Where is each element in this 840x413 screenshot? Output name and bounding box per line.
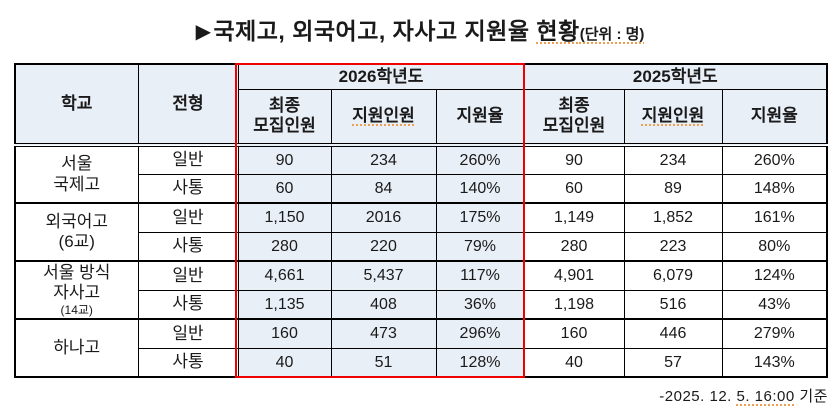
school-name: 서울 국제고 <box>53 154 101 194</box>
reference-date-prefix: -2025. 12. <box>659 388 737 405</box>
header-track: 전형 <box>137 63 239 147</box>
value-cell: 1,135 <box>237 289 332 320</box>
value-cell: 89 <box>623 173 723 204</box>
admissions-table: 학교 전형 2026학년도 2025학년도 최종 모집인원 지원인원 지원율 최… <box>14 63 829 378</box>
value-cell: 40 <box>237 347 332 378</box>
value-cell: 223 <box>623 231 723 262</box>
title-highlight: 현황 <box>536 18 580 44</box>
value-cell: 140% <box>435 173 525 204</box>
value-cell: 279% <box>721 318 828 349</box>
header-2025-applicants: 지원인원 <box>623 88 723 147</box>
value-cell: 4,901 <box>523 260 625 291</box>
value-cell: 6,079 <box>623 260 723 291</box>
value-cell: 234 <box>623 144 723 175</box>
track-cell: 일반 <box>137 202 239 233</box>
table-row: 서울 방식 자사고 (14교) 일반 4,661 5,437 117% 4,901… <box>14 260 828 320</box>
value-cell: 160 <box>237 318 332 349</box>
value-cell: 1,150 <box>237 202 332 233</box>
value-cell: 4,661 <box>237 260 332 291</box>
value-cell: 60 <box>237 173 332 204</box>
header-2025-final-quota: 최종 모집인원 <box>523 88 625 147</box>
table-row: 외국어고 (6교) 일반 1,150 2016 175% 1,149 1,852… <box>14 202 828 262</box>
value-cell: 160 <box>523 318 625 349</box>
school-cell: 서울 방식 자사고 (14교) <box>14 260 139 320</box>
value-cell: 446 <box>623 318 723 349</box>
table-row: 하나고 일반 160 473 296% 160 446 279% <box>14 318 828 378</box>
track-cell: 사통 <box>137 289 239 320</box>
school-name: 외국어고 (6교) <box>45 211 109 251</box>
value-cell: 1,198 <box>523 289 625 320</box>
value-cell: 51 <box>330 347 437 378</box>
table-row: 사통 1,135 408 36% 1,198 516 43% <box>15 289 828 320</box>
table-row: 사통 280 220 79% 280 223 80% <box>15 231 828 262</box>
value-cell: 90 <box>237 144 332 175</box>
value-cell: 148% <box>721 173 828 204</box>
value-cell: 473 <box>330 318 437 349</box>
track-cell: 일반 <box>137 318 239 349</box>
value-cell: 79% <box>435 231 525 262</box>
value-cell: 84 <box>330 173 437 204</box>
value-cell: 220 <box>330 231 437 262</box>
table-row: 사통 60 84 140% 60 89 148% <box>15 173 828 204</box>
school-cell: 서울 국제고 <box>14 144 139 204</box>
value-cell: 1,149 <box>523 202 625 233</box>
value-cell: 80% <box>721 231 828 262</box>
value-cell: 57 <box>623 347 723 378</box>
track-cell: 사통 <box>137 231 239 262</box>
track-cell: 일반 <box>137 260 239 291</box>
title-text: 국제고, 외국어고, 자사고 지원율 <box>213 18 537 44</box>
value-cell: 280 <box>523 231 625 262</box>
header-2025-rate: 지원율 <box>721 88 828 147</box>
header-school: 학교 <box>14 63 139 147</box>
page-title: ▶국제고, 외국어고, 자사고 지원율 현황(단위 : 명) <box>0 12 840 46</box>
header-2026-applicants: 지원인원 <box>330 88 437 147</box>
value-cell: 1,852 <box>623 202 723 233</box>
track-cell: 사통 <box>137 173 239 204</box>
table-row: 서울 국제고 일반 90 234 260% 90 234 260% <box>14 144 828 204</box>
value-cell: 90 <box>523 144 625 175</box>
bullet-triangle-icon: ▶ <box>195 21 212 43</box>
value-cell: 280 <box>237 231 332 262</box>
value-cell: 234 <box>330 144 437 175</box>
value-cell: 143% <box>721 347 828 378</box>
table-row: 사통 40 51 128% 40 57 143% <box>15 347 828 378</box>
school-cell: 외국어고 (6교) <box>14 202 139 262</box>
value-cell: 124% <box>721 260 828 291</box>
value-cell: 175% <box>435 202 525 233</box>
value-cell: 408 <box>330 289 437 320</box>
value-cell: 161% <box>721 202 828 233</box>
value-cell: 43% <box>721 289 828 320</box>
title-unit: (단위 : 명) <box>579 26 645 43</box>
header-2025-applicants-label: 지원인원 <box>641 106 705 126</box>
value-cell: 2016 <box>330 202 437 233</box>
header-2026-rate: 지원율 <box>435 88 525 147</box>
value-cell: 36% <box>435 289 525 320</box>
header-2026-applicants-label: 지원인원 <box>352 106 415 126</box>
admissions-table-wrap: 학교 전형 2026학년도 2025학년도 최종 모집인원 지원인원 지원율 최… <box>14 63 829 378</box>
value-cell: 5,437 <box>330 260 437 291</box>
value-cell: 128% <box>435 347 525 378</box>
header-year-2025: 2025학년도 <box>523 63 828 90</box>
school-name: 하나고 <box>53 337 101 357</box>
value-cell: 296% <box>435 318 525 349</box>
reference-date: -2025. 12. 5. 16:00 기준 <box>659 385 828 406</box>
track-cell: 일반 <box>137 144 239 175</box>
value-cell: 260% <box>721 144 828 175</box>
value-cell: 260% <box>435 144 525 175</box>
value-cell: 60 <box>523 173 625 204</box>
value-cell: 117% <box>435 260 525 291</box>
reference-date-time: 5. 16:00 <box>736 388 795 405</box>
school-note: (14교) <box>60 302 93 317</box>
track-cell: 사통 <box>137 347 239 378</box>
school-name: 서울 방식 자사고 <box>43 263 111 303</box>
value-cell: 40 <box>523 347 625 378</box>
header-year-2026: 2026학년도 <box>237 63 525 90</box>
reference-date-suffix: 기준 <box>794 388 828 405</box>
school-cell: 하나고 <box>14 318 139 378</box>
value-cell: 516 <box>623 289 723 320</box>
header-2026-final-quota: 최종 모집인원 <box>237 88 332 147</box>
